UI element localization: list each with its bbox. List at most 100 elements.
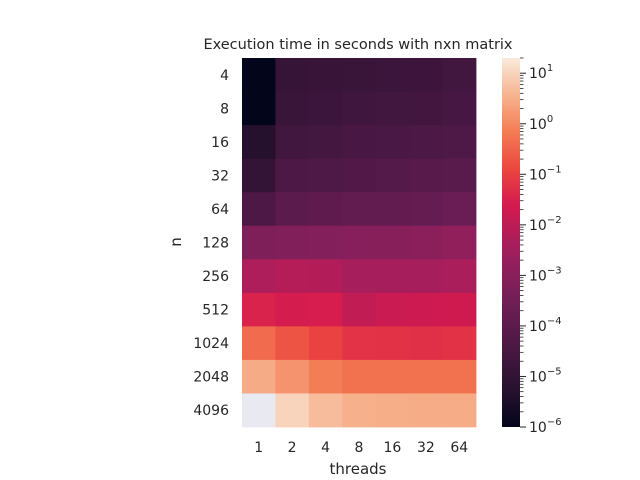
y-tick-label: 1024 [193, 336, 229, 352]
heatmap-cell [375, 125, 410, 160]
y-tick-label: 2048 [193, 370, 229, 386]
y-tick-label: 32 [211, 168, 229, 184]
x-tick-label: 32 [417, 440, 435, 456]
heatmap-cell [342, 192, 377, 227]
heatmap-cell [275, 359, 310, 394]
heatmap-cell [242, 91, 276, 126]
heatmap-cell [342, 158, 377, 193]
heatmap-cell [375, 225, 410, 260]
heatmap-cell [342, 393, 377, 428]
heatmap-cell [342, 58, 377, 92]
y-tick-label: 128 [202, 236, 229, 252]
x-tick-labels: 1 2 4 8 16 32 64 [254, 440, 468, 456]
heatmap-cell [442, 158, 477, 193]
x-tick-label: 16 [383, 440, 401, 456]
heatmap-cell [442, 225, 477, 260]
y-tick-label: 4096 [193, 403, 229, 419]
y-tick-label: 4 [220, 68, 229, 84]
colorbar-tick-label: 10−6 [529, 417, 562, 436]
x-tick-label: 64 [450, 440, 468, 456]
heatmap-cell [442, 393, 477, 428]
heatmap-cell [342, 292, 377, 327]
heatmap-cell [308, 326, 343, 361]
heatmap-cell [242, 259, 276, 294]
heatmap-cell [375, 326, 410, 361]
y-tick-label: 16 [211, 135, 229, 151]
y-tick-label: 64 [211, 202, 229, 218]
heatmap-cell [442, 58, 477, 92]
heatmap-cell [375, 292, 410, 327]
heatmap-cell [308, 393, 343, 428]
heatmap-cell [409, 125, 443, 160]
heatmap-cell [442, 125, 477, 160]
y-tick-labels: 4 8 16 32 64 128 256 512 1024 2048 4096 [193, 68, 229, 419]
heatmap-cell [275, 192, 310, 227]
heatmap-cell [375, 259, 410, 294]
heatmap-cell [275, 158, 310, 193]
y-tick-label: 256 [202, 269, 229, 285]
heatmap-cell [409, 225, 443, 260]
heatmap-cell [242, 359, 276, 394]
heatmap-cell [308, 292, 343, 327]
heatmap-cell [442, 91, 477, 126]
heatmap-cell [375, 192, 410, 227]
colorbar-tick-label: 10−1 [529, 164, 562, 183]
heatmap-cell [308, 225, 343, 260]
colorbar-tick-label: 100 [529, 114, 553, 133]
y-tick-label: 8 [220, 101, 229, 117]
heatmap-cell [342, 125, 377, 160]
heatmap-cell [409, 158, 443, 193]
y-tick-label: 512 [202, 303, 229, 319]
colorbar-tick-label: 10−2 [529, 215, 562, 234]
heatmap-cell [308, 58, 343, 92]
chart-title: Execution time in seconds with nxn matri… [203, 37, 512, 53]
heatmap-cell [275, 125, 310, 160]
x-axis-label: threads [330, 460, 387, 478]
heatmap-cell [275, 292, 310, 327]
heatmap-cell [275, 58, 310, 92]
heatmap-cell [242, 58, 276, 92]
heatmap-cell [375, 359, 410, 394]
heatmap-cell [342, 259, 377, 294]
x-tick-label: 8 [355, 440, 364, 456]
heatmap-cell [275, 393, 310, 428]
colorbar-tick-label: 10−4 [529, 316, 562, 335]
heatmap-cell [409, 259, 443, 294]
heatmap-cell [375, 393, 410, 428]
heatmap-cell [242, 192, 276, 227]
heatmap-cell [442, 359, 477, 394]
heatmap-cell [342, 359, 377, 394]
heatmap-cell [342, 326, 377, 361]
heatmap-cell [409, 91, 443, 126]
heatmap-cell [308, 125, 343, 160]
heatmap-cell [308, 259, 343, 294]
heatmap-cell [409, 326, 443, 361]
heatmap-cell [442, 259, 477, 294]
heatmap-cell [275, 91, 310, 126]
x-tick-label: 2 [288, 440, 297, 456]
heatmap-cell [375, 158, 410, 193]
heatmap-cell [409, 192, 443, 227]
x-tick-label: 4 [321, 440, 330, 456]
heatmap-cell [308, 91, 343, 126]
colorbar-tick-label: 10−3 [529, 265, 562, 284]
heatmap-cell [242, 292, 276, 327]
heatmap-cell [409, 58, 443, 92]
colorbar-tick-label: 101 [529, 63, 553, 82]
heatmap-cell [409, 393, 443, 428]
colorbar-gradient [502, 58, 520, 427]
heatmap-cell [242, 125, 276, 160]
x-tick-label: 1 [254, 440, 263, 456]
heatmap-cell [409, 359, 443, 394]
heatmap-cell [409, 292, 443, 327]
colorbar: 10−6 10−5 10−4 10−3 10−2 10−1 100 101 [502, 57, 562, 436]
heatmap-cell [275, 326, 310, 361]
heatmap-cell [242, 326, 276, 361]
heatmap-cell [275, 225, 310, 260]
heatmap-cell [242, 225, 276, 260]
y-axis-label: n [167, 237, 185, 247]
heatmap-cell [308, 359, 343, 394]
heatmap-cells [242, 58, 477, 428]
heatmap-cell [342, 225, 377, 260]
